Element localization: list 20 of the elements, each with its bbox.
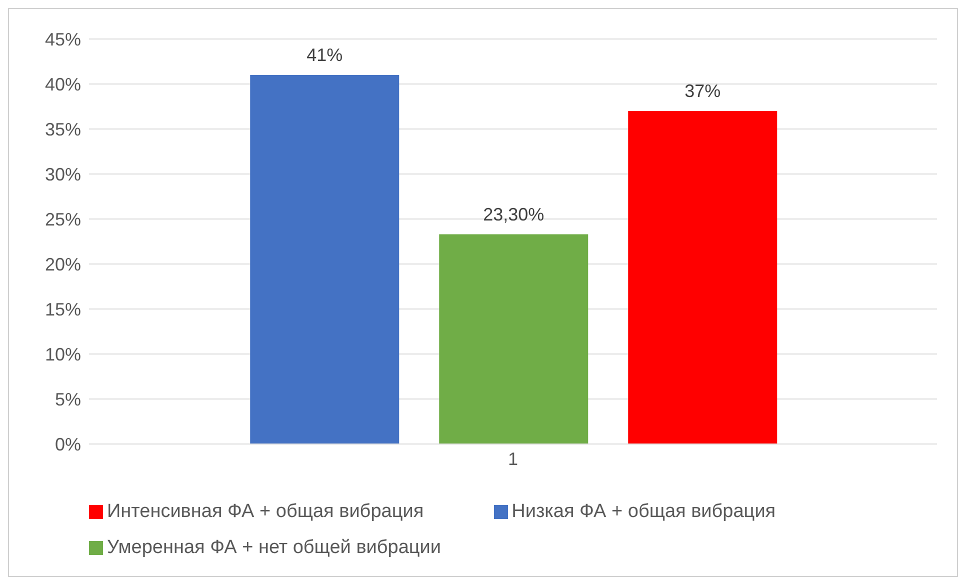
y-tick-label: 5% xyxy=(54,389,81,410)
y-tick-label: 40% xyxy=(44,74,81,94)
x-tick-label: 1 xyxy=(508,448,518,469)
bar xyxy=(628,111,778,444)
y-tick-label: 15% xyxy=(44,299,81,320)
data-label: 37% xyxy=(684,81,721,101)
data-label: 41% xyxy=(306,45,343,65)
y-tick-label: 10% xyxy=(44,344,81,364)
legend-label: Интенсивная ФА + общая вибрация xyxy=(107,501,424,522)
y-tick-label: 20% xyxy=(44,254,81,274)
legend-label: Низкая ФА + общая вибрация xyxy=(512,501,776,522)
bar xyxy=(439,234,588,444)
y-tick-label: 30% xyxy=(44,164,81,184)
y-tick-label: 0% xyxy=(54,434,81,454)
bar xyxy=(250,75,400,444)
y-tick-label: 45% xyxy=(44,29,81,50)
y-tick-label: 25% xyxy=(44,209,81,230)
legend-label: Умеренная ФА + нет общей вибрации xyxy=(107,537,442,558)
y-tick-label: 35% xyxy=(44,119,81,140)
data-label: 23,30% xyxy=(483,204,544,224)
